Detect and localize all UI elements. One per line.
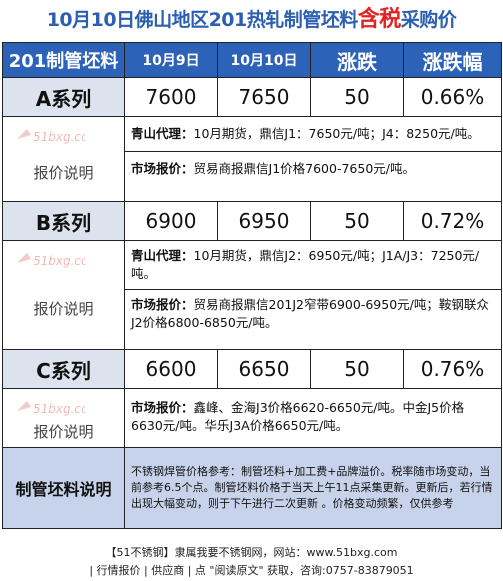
- desc-line: 市场报价：贸易商报鼎信J1价格7600-7650元/吨。: [125, 151, 501, 178]
- series-name: A系列: [2, 77, 125, 117]
- desc-key: 青山代理：: [131, 248, 194, 263]
- desc-label-cell: 51bxg.com 报价说明: [2, 116, 125, 202]
- price-change-pct: 0.72%: [403, 201, 502, 241]
- desc-content: 市场报价：鑫峰、金海J3价格6620-6650元/吨。中金J5价格6630元/吨…: [124, 388, 502, 448]
- notes-text: 不锈钢焊管价格参考：制管坯料+加工费+品牌溢价。税率随市场变动，当前参考6.5个…: [124, 447, 502, 529]
- desc-row-b: 51bxg.com 报价说明 青山代理：10月期货，鼎信J2：6950元/吨；J…: [2, 240, 502, 350]
- prev-price: 6900: [124, 201, 218, 241]
- desc-label: 报价说明: [33, 299, 94, 318]
- desc-content: 青山代理：10月期货，鼎信J2：6950元/吨；J1A/J3：7250元/吨。 …: [124, 240, 502, 350]
- curr-price: 7650: [217, 77, 311, 117]
- desc-value: 10月期货，鼎信J2：6950元/吨；J1A/J3：7250元/吨。: [131, 248, 480, 281]
- desc-line: 青山代理：10月期货，鼎信J1：7650元/吨；J4：8250元/吨。: [131, 125, 495, 143]
- prev-price: 6600: [124, 349, 218, 389]
- watermark-text: 51bxg.com: [33, 130, 85, 144]
- desc-content: 青山代理：10月期货，鼎信J1：7650元/吨；J4：8250元/吨。 市场报价…: [124, 116, 502, 202]
- desc-key: 青山代理：: [131, 126, 194, 141]
- watermark-text: 51bxg.com: [33, 254, 85, 268]
- table-header-row: 201制管坯料 10月9日 10月10日 涨跌 涨跌幅: [2, 42, 502, 78]
- desc-value: 贸易商报鼎信201J2窄带6900-6950元/吨；鞍钢联众J2价格6800-6…: [131, 297, 489, 330]
- header-change-pct: 涨跌幅: [403, 42, 502, 78]
- header-product: 201制管坯料: [2, 42, 125, 78]
- footer-line-1: 【51不锈钢】隶属我要不锈钢网，网站：www.51bxg.com: [105, 546, 398, 559]
- header-change: 涨跌: [310, 42, 404, 78]
- desc-label: 报价说明: [33, 163, 94, 182]
- desc-line: 市场报价：贸易商报鼎信201J2窄带6900-6950元/吨；鞍钢联众J2价格6…: [125, 289, 501, 332]
- desc-label-cell: 51bxg.com 报价说明: [2, 388, 125, 448]
- table-row-b: B系列 6900 6950 50 0.72%: [2, 201, 502, 241]
- header-curr-date: 10月10日: [217, 42, 311, 78]
- desc-value: 贸易商报鼎信J1价格7600-7650元/吨。: [193, 161, 416, 176]
- prev-price: 7600: [124, 77, 218, 117]
- table-row-a: A系列 7600 7650 50 0.66%: [2, 77, 502, 117]
- desc-line: 市场报价：鑫峰、金海J3价格6620-6650元/吨。中金J5价格6630元/吨…: [131, 399, 495, 435]
- price-change: 50: [310, 77, 404, 117]
- title-suffix: 采购价: [400, 9, 457, 31]
- desc-row-a: 51bxg.com 报价说明 青山代理：10月期货，鼎信J1：7650元/吨；J…: [2, 116, 502, 202]
- series-name: B系列: [2, 201, 125, 241]
- table-row-c: C系列 6600 6650 50 0.76%: [2, 349, 502, 389]
- page-title: 10月10日佛山地区201热轧制管坯料含税采购价: [0, 0, 503, 40]
- desc-row-c: 51bxg.com 报价说明 市场报价：鑫峰、金海J3价格6620-6650元/…: [2, 388, 502, 448]
- price-change-pct: 0.76%: [403, 349, 502, 389]
- watermark-logo-icon: 51bxg.com: [17, 401, 85, 416]
- header-prev-date: 10月9日: [124, 42, 218, 78]
- desc-value: 鑫峰、金海J3价格6620-6650元/吨。中金J5价格6630元/吨。华乐J3…: [131, 400, 465, 433]
- desc-label-cell: 51bxg.com 报价说明: [2, 240, 125, 350]
- footer-line-2: | 行情报价 | 供应商 | 点 "阅读原文" 获取，咨询:0757-83879…: [89, 564, 414, 577]
- notes-row: 制管坯料说明 不锈钢焊管价格参考：制管坯料+加工费+品牌溢价。税率随市场变动，当…: [2, 447, 502, 529]
- watermark-logo-icon: 51bxg.com: [17, 129, 85, 144]
- title-highlight: 含税: [357, 7, 402, 32]
- price-table: 201制管坯料 10月9日 10月10日 涨跌 涨跌幅 A系列 7600 765…: [2, 42, 502, 529]
- curr-price: 6650: [217, 349, 311, 389]
- watermark-text: 51bxg.com: [33, 402, 85, 416]
- price-change-pct: 0.66%: [403, 77, 502, 117]
- desc-value: 10月期货，鼎信J1：7650元/吨；J4：8250元/吨。: [193, 126, 480, 141]
- series-name: C系列: [2, 349, 125, 389]
- title-prefix: 10月10日佛山地区201热轧制管坯料: [46, 9, 359, 31]
- notes-label: 制管坯料说明: [2, 447, 125, 529]
- footer: 【51不锈钢】隶属我要不锈钢网，网站：www.51bxg.com | 行情报价 …: [0, 544, 503, 580]
- desc-label: 报价说明: [33, 422, 94, 441]
- desc-line: 青山代理：10月期货，鼎信J2：6950元/吨；J1A/J3：7250元/吨。: [131, 247, 495, 283]
- price-change: 50: [310, 349, 404, 389]
- desc-key: 市场报价：: [131, 297, 194, 312]
- desc-key: 市场报价：: [131, 161, 194, 176]
- curr-price: 6950: [217, 201, 311, 241]
- price-change: 50: [310, 201, 404, 241]
- watermark-logo-icon: 51bxg.com: [17, 253, 85, 268]
- desc-key: 市场报价：: [131, 400, 194, 415]
